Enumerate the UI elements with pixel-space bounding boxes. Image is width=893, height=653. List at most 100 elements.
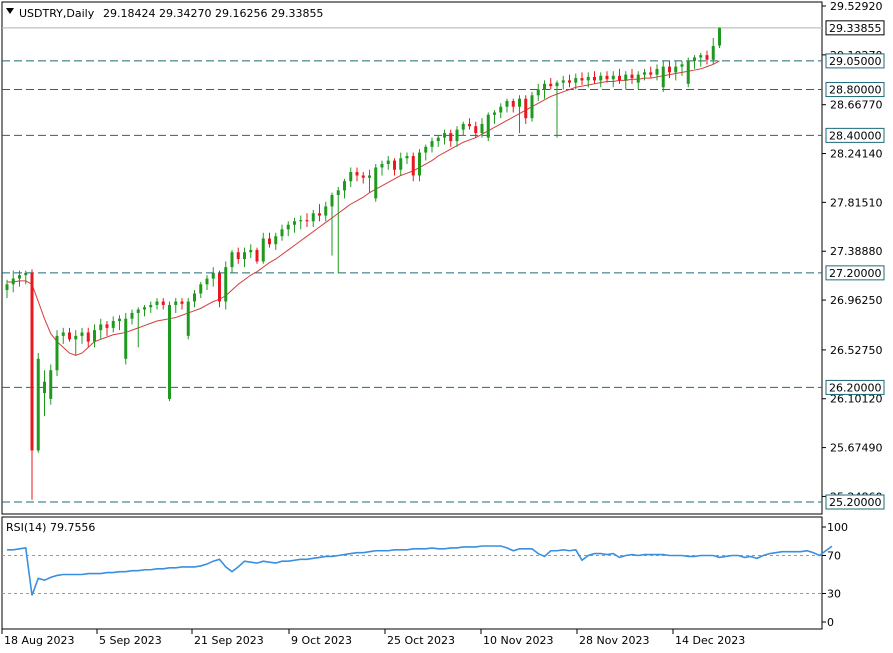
candle-body [418,152,421,176]
candle [468,118,471,130]
time-tick-label: 9 Oct 2023 [291,634,352,647]
candle-body [718,27,721,46]
candle [180,298,184,310]
candle [399,152,403,176]
current-price-label: 29.33855 [829,22,882,35]
rsi-line-layer [7,545,833,596]
ohlc-readout: 29.18424 29.34270 29.16256 29.33855 [103,7,323,20]
time-tick-label: 18 Aug 2023 [4,634,74,647]
candle-body [630,74,634,79]
candle-body [93,330,96,342]
candle-body [668,66,671,73]
candle [318,204,321,222]
time-tick-label: 25 Oct 2023 [387,634,455,647]
candle-body [505,101,509,107]
candle [111,316,115,333]
candle [36,353,40,453]
candle-body [474,126,478,134]
candle-body [599,75,603,81]
candle-body [699,55,703,58]
rsi-line [7,545,833,596]
collapse-triangle-icon[interactable] [6,8,14,14]
candle [668,60,671,79]
candle [80,327,84,344]
candle-body [343,181,346,191]
candle-body [136,309,140,313]
candle [411,152,415,182]
candle [386,155,390,170]
candle-body [655,68,659,75]
candle-body [55,335,59,371]
candle [193,290,196,308]
candle-body [686,60,690,84]
price-axis: 29.5292029.1027028.6677028.2414027.81510… [822,0,885,510]
candle-body [161,301,165,305]
candle-body [349,172,353,182]
candle [124,312,128,365]
candle [718,27,721,49]
rsi-level-lines [2,555,822,594]
candle-body [30,272,34,451]
candle [205,275,209,291]
candle-body [374,167,378,199]
level-label-box [825,127,885,143]
candle [311,209,315,228]
candle [349,167,353,187]
symbol-label: USDTRY,Daily [19,7,95,20]
candle-body [524,98,528,119]
candle [480,118,484,138]
candle-body [449,133,453,142]
level-label-box [825,379,885,395]
candle [118,315,121,331]
candle [455,126,459,147]
level-label: 28.40000 [829,129,882,142]
candle-body [124,318,128,359]
candle-body [574,78,578,83]
candle [643,68,646,81]
level-label: 28.80000 [829,84,882,97]
price-panel [1,1,823,515]
candle-body [468,123,471,127]
price-tick-label: 29.52920 [830,0,883,13]
candle-body [155,301,159,305]
price-tick-label: 25.67490 [830,442,883,455]
level-label-box [825,265,885,281]
level-label: 27.20000 [829,267,882,280]
rsi-tick-label: 100 [827,521,848,534]
candle-body [486,114,490,138]
candle [699,52,703,67]
candle [86,327,90,348]
time-axis: 18 Aug 2023 5 Sep 2023 21 Sep 2023 9 Oct 20… [1,629,745,647]
candle [280,224,284,241]
candle-body [99,324,103,331]
candle [261,232,265,264]
candles-layer [5,27,721,500]
candle-body [443,133,446,138]
candle-body [49,370,53,399]
candle [555,80,559,138]
candle [549,78,553,90]
candle [130,309,134,325]
level-label-box [825,82,885,98]
candle-body [111,320,115,328]
candle-body [249,249,253,253]
candle [474,121,478,138]
candle [711,37,715,65]
level-label: 25.20000 [829,496,882,509]
rsi-label: RSI(14) 79.7556 [6,521,95,534]
candle [255,247,259,264]
candle [230,249,234,273]
price-tick-label: 26.96250 [830,294,883,307]
price-tick-label: 26.52750 [830,344,883,357]
candle-body [368,175,371,178]
candle-body [86,332,90,342]
candle-body [274,236,278,245]
candle-body [411,155,415,176]
candle-body [61,332,65,336]
candle-body [518,98,521,107]
candle [136,307,140,348]
level-label-box [825,53,885,69]
time-tick-label: 14 Dec 2023 [675,634,745,647]
current-price-box [825,20,885,36]
candle-body [199,284,203,294]
